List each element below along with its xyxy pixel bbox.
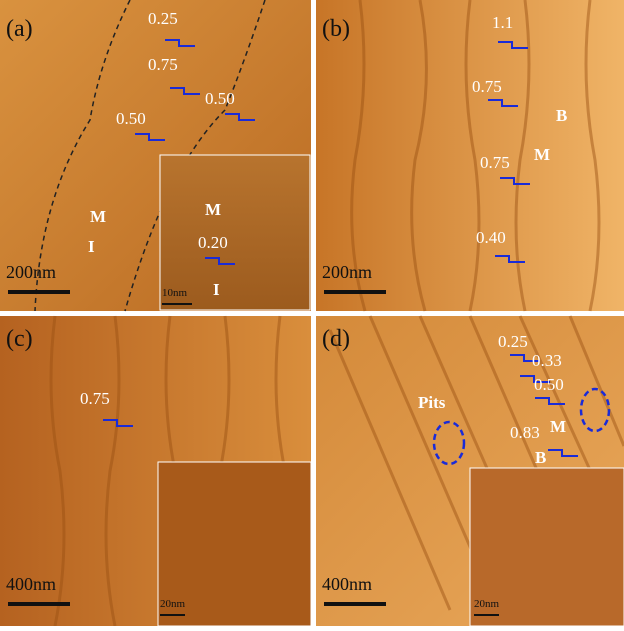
inset-annotation: M: [205, 200, 221, 219]
annotation: 0.75: [480, 153, 510, 172]
annotation: M: [550, 417, 566, 436]
annotation: 0.50: [205, 89, 235, 108]
inset-annotation: I: [213, 280, 220, 299]
scale-bar: [324, 290, 386, 294]
scale-bar: [324, 602, 386, 606]
inset-scale-label: 10nm: [162, 287, 188, 299]
annotation: 0.33: [532, 351, 562, 370]
annotation: 1.1: [492, 13, 513, 32]
panel-label: (b): [322, 16, 350, 42]
scale-label: 200nm: [6, 262, 56, 282]
annotation: 0.50: [534, 375, 564, 394]
annotation: I: [88, 237, 95, 256]
annotation: 0.50: [116, 109, 146, 128]
scale-bar: [8, 602, 70, 606]
inset-scale-label: 20nm: [160, 598, 186, 610]
inset-annotation: 0.20: [198, 233, 228, 252]
inset-scale-bar: [162, 303, 192, 305]
annotation: M: [90, 207, 106, 226]
inset-scale-bar: [160, 614, 185, 616]
annotation: 0.40: [476, 228, 506, 247]
annotation: 0.25: [148, 9, 178, 28]
annotation: 0.75: [472, 77, 502, 96]
annotation: 0.75: [148, 55, 178, 74]
annotation: M: [534, 145, 550, 164]
panel-label: (c): [6, 326, 33, 352]
figure: (a)200nm0.250.750.500.50MIM0.20I10nm(b)2…: [0, 0, 624, 626]
scale-label: 200nm: [322, 262, 372, 282]
annotation: Pits: [418, 393, 446, 412]
annotation: B: [556, 106, 567, 125]
panel-label: (d): [322, 326, 350, 352]
inset-scale-label: 20nm: [474, 598, 500, 610]
annotation: B: [535, 448, 546, 467]
panel-label: (a): [6, 16, 33, 42]
scale-bar: [8, 290, 70, 294]
annotation: 0.75: [80, 389, 110, 408]
annotation: 0.83: [510, 423, 540, 442]
scale-label: 400nm: [6, 574, 56, 594]
annotation: 0.25: [498, 332, 528, 351]
inset-scale-bar: [474, 614, 499, 616]
scale-label: 400nm: [322, 574, 372, 594]
